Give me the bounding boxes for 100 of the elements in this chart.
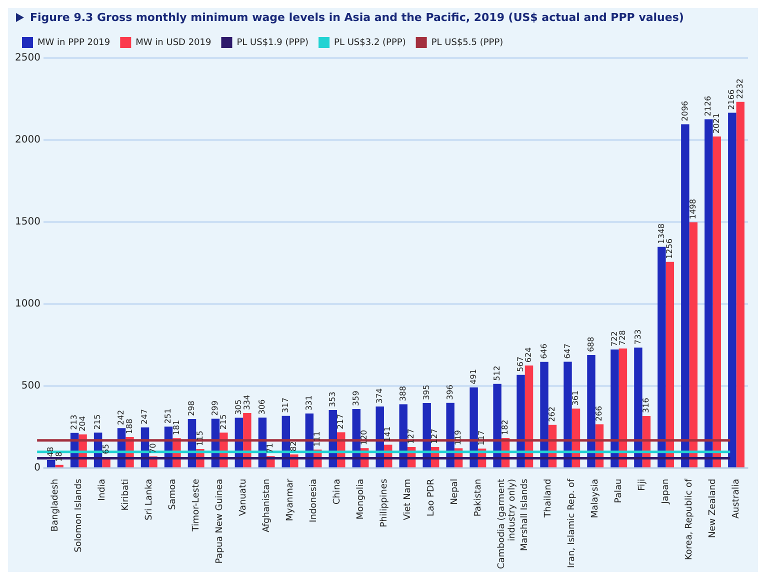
chart-title: Figure 9.3 Gross monthly minimum wage levels in Asia and the Pacific, 2019 (US$ actual and PPP values): [30, 11, 684, 24]
x-tick-label: Pakistan: [473, 478, 484, 516]
data-label: 396: [445, 384, 454, 400]
bar: [689, 222, 698, 468]
data-label: 70: [148, 443, 158, 454]
data-label: 215: [218, 414, 228, 430]
bar: [422, 403, 431, 468]
data-label: 353: [328, 392, 337, 407]
bar: [666, 262, 674, 468]
bar: [736, 102, 744, 468]
y-tick-label: 2500: [14, 52, 40, 64]
data-label: 217: [336, 414, 346, 430]
x-tick-label: Philippines: [379, 478, 390, 528]
x-tick-label: Indonesia: [308, 478, 319, 522]
data-label: 395: [422, 384, 431, 400]
data-label: 242: [116, 410, 126, 426]
data-label: 262: [548, 406, 557, 422]
x-tick-label: Lao PDR: [426, 478, 436, 516]
bar: [587, 355, 596, 468]
data-label: 111: [312, 431, 322, 447]
data-label: 213: [70, 414, 79, 430]
data-label: 71: [266, 442, 275, 454]
bar: [446, 402, 454, 468]
data-label: 115: [195, 430, 204, 446]
x-tick-label: Fiji: [638, 478, 648, 491]
bar: [728, 112, 736, 468]
x-tick-label: Vanuatu: [238, 478, 248, 516]
x-tick-label: Nepal: [450, 478, 460, 505]
x-tick-label: Marshall Islands: [520, 478, 530, 552]
data-label: 117: [477, 430, 486, 446]
bar: [540, 362, 548, 468]
data-label: 359: [351, 390, 360, 406]
data-label: 215: [93, 414, 102, 430]
x-tick-label: Korea, Republic of: [684, 478, 695, 560]
bar: [618, 348, 628, 468]
data-label: 120: [360, 430, 369, 446]
data-label: 2232: [735, 78, 744, 99]
data-label: 728: [618, 330, 628, 346]
x-tick-label: Palau: [614, 478, 624, 504]
x-tick-label: Cambodia (garment industry only): [496, 478, 518, 570]
x-tick-label: India: [98, 478, 108, 501]
x-tick-label: Papua New Guinea: [214, 478, 225, 564]
data-label: 18: [54, 452, 64, 462]
y-tick-label: 500: [21, 380, 40, 392]
data-label: 2126: [704, 96, 713, 116]
data-label: 567: [516, 356, 525, 372]
data-label: 251: [164, 408, 173, 424]
bar: [712, 136, 721, 468]
x-tick-label: New Zealand: [708, 478, 718, 538]
data-label: 306: [258, 399, 267, 415]
data-label: 141: [383, 426, 392, 442]
data-label: 266: [594, 406, 604, 422]
bar: [704, 119, 713, 468]
legend-label: MW in PPP 2019: [38, 38, 110, 48]
data-label: 334: [242, 394, 252, 410]
data-label: 119: [454, 430, 463, 446]
x-tick-label: Malaysia: [590, 478, 601, 518]
data-label: 127: [430, 428, 440, 444]
x-tick-label: Mongolia: [356, 478, 366, 520]
bar: [493, 384, 502, 468]
data-label: 512: [492, 366, 502, 381]
y-tick-label: 1000: [14, 298, 40, 310]
legend-label: PL US$3.2 (PPP): [334, 38, 406, 48]
x-tick-label: Thailand: [544, 478, 554, 518]
y-tick-label: 0: [34, 462, 40, 474]
data-label: 374: [374, 388, 384, 404]
x-tick-label: Myanmar: [285, 478, 296, 522]
data-label: 65: [101, 444, 110, 454]
bar: [610, 349, 619, 468]
data-label: 2096: [680, 100, 690, 122]
data-label: 2166: [727, 89, 736, 110]
bar: [658, 246, 666, 468]
y-tick-label: 1500: [14, 216, 40, 228]
data-label: 722: [610, 331, 619, 346]
data-label: 188: [124, 418, 134, 434]
x-tick-label: Solomon Islands: [74, 478, 84, 552]
bar: [46, 460, 56, 468]
data-label: 1498: [688, 198, 698, 220]
data-label: 299: [210, 400, 220, 416]
x-tick-label: Timor-Leste: [191, 478, 202, 532]
data-label: 298: [187, 400, 196, 416]
data-label: 82: [289, 441, 298, 452]
data-label: 491: [468, 369, 478, 384]
data-label: 182: [500, 420, 510, 435]
x-tick-label: Bangladesh: [50, 478, 61, 532]
data-label: 48: [46, 446, 56, 457]
data-label: 688: [586, 336, 596, 352]
data-label: 2021: [712, 113, 721, 134]
bar: [516, 374, 525, 468]
data-label: 1256: [664, 238, 674, 259]
x-tick-label: Afghanistan: [262, 478, 272, 532]
data-label: 647: [562, 343, 572, 359]
y-tick-label: 2000: [14, 134, 40, 146]
x-tick-label: Samoa: [168, 478, 178, 510]
data-label: 247: [140, 409, 150, 424]
data-label: 1348: [656, 223, 666, 244]
data-label: 388: [398, 386, 408, 402]
bar: [681, 124, 690, 468]
data-label: 317: [281, 398, 290, 413]
legend-label: MW in USD 2019: [136, 38, 212, 48]
